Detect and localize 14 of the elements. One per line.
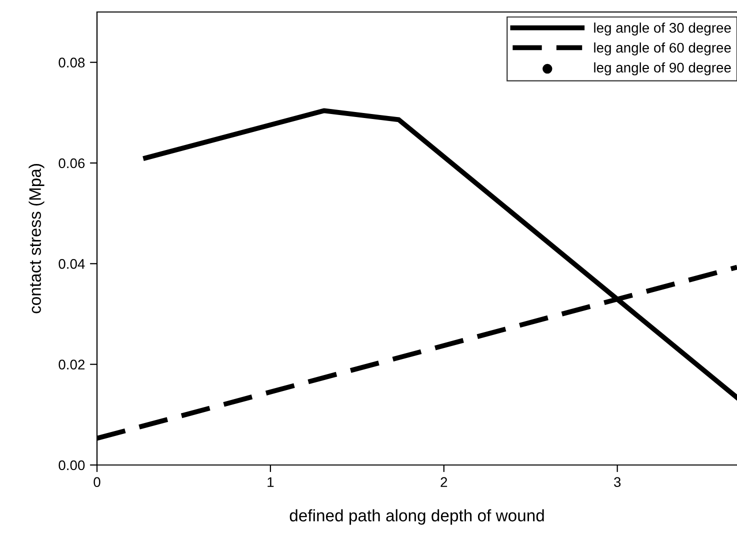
x-tick-label: 1 xyxy=(268,477,274,487)
x-axis-title: defined path along depth of wound xyxy=(290,509,544,525)
legend-label: leg angle of 30 degree xyxy=(594,22,731,36)
legend-label: leg angle of 90 degree xyxy=(594,62,731,76)
y-axis-title: contact stress (Mpa) xyxy=(28,164,44,314)
y-tick-label: 0.08 xyxy=(58,58,85,68)
y-tick-label: 0.02 xyxy=(58,360,84,370)
legend-label: leg angle of 60 degree xyxy=(594,42,731,56)
x-tick-label: 0 xyxy=(94,477,100,488)
y-tick-label: 0.04 xyxy=(58,259,85,269)
x-tick-label: 3 xyxy=(614,477,621,488)
y-tick-label: 0.00 xyxy=(58,460,85,470)
y-tick-label: 0.06 xyxy=(58,158,85,168)
x-tick-label: 2 xyxy=(440,477,448,487)
